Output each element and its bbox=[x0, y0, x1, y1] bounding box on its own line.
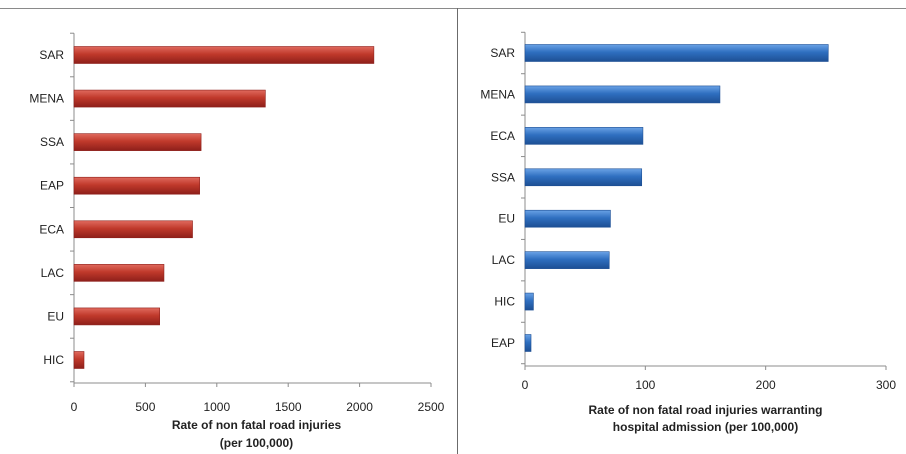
top-border-line bbox=[0, 8, 906, 9]
x-tick-label: 0 bbox=[71, 400, 78, 414]
bar-sar bbox=[524, 44, 829, 62]
bar-sar bbox=[73, 46, 375, 64]
bar-eca bbox=[524, 127, 644, 145]
bar-ssa bbox=[73, 133, 202, 151]
category-label-eap: EAP bbox=[491, 336, 515, 350]
category-label-lac: LAC bbox=[41, 266, 65, 280]
x-tick-label: 500 bbox=[135, 400, 155, 414]
bar-eu bbox=[524, 209, 611, 228]
bar-hic bbox=[73, 351, 85, 369]
bar-lac bbox=[524, 251, 610, 269]
category-label-ssa: SSA bbox=[40, 135, 64, 149]
category-label-eap: EAP bbox=[40, 179, 64, 193]
x-tick-label: 1000 bbox=[203, 400, 230, 414]
category-label-sar: SAR bbox=[490, 46, 515, 60]
category-label-hic: HIC bbox=[494, 295, 515, 309]
x-tick-label: 0 bbox=[522, 378, 529, 392]
bar-mena bbox=[524, 85, 721, 104]
category-label-eu: EU bbox=[498, 212, 515, 226]
category-label-ssa: SSA bbox=[491, 170, 515, 184]
left-chart-panel: SAR MENA SSA EAP ECA LAC EU HIC 0 500 1000 1500 2000… bbox=[29, 32, 445, 450]
right-bar-chart: SAR MENA ECA SSA EU LAC HIC EAP 0 100 200 300 Rate o… bbox=[480, 31, 896, 434]
category-label-mena: MENA bbox=[29, 92, 64, 106]
bar-eu bbox=[73, 307, 160, 326]
right-chart-panel: SAR MENA ECA SSA EU LAC HIC EAP 0 100 200 300 Rate o… bbox=[458, 0, 906, 454]
category-label-hic: HIC bbox=[43, 353, 64, 367]
bar-mena bbox=[73, 89, 266, 108]
category-label-mena: MENA bbox=[480, 87, 515, 101]
category-label-sar: SAR bbox=[39, 48, 64, 62]
category-label-eca: ECA bbox=[490, 129, 515, 143]
category-label-eu: EU bbox=[47, 309, 64, 323]
x-axis-title-line-1: Rate of non fatal road injuries bbox=[172, 418, 342, 432]
x-axis-title-line-2: (per 100,000) bbox=[220, 436, 293, 450]
x-tick-label: 2500 bbox=[418, 400, 445, 414]
x-tick-label: 300 bbox=[876, 378, 896, 392]
left-bar-chart: SAR MENA SSA EAP ECA LAC EU HIC 0 500 1000 1500 2000… bbox=[29, 32, 445, 450]
x-axis-title-line-2: hospital admission (per 100,000) bbox=[613, 420, 798, 434]
bar-lac bbox=[73, 264, 165, 282]
bar-eca bbox=[73, 220, 193, 239]
bar-eap bbox=[524, 334, 532, 352]
x-axis-title-line-1: Rate of non fatal road injuries warranti… bbox=[588, 403, 822, 417]
panel-divider bbox=[457, 8, 458, 454]
x-tick-label: 1500 bbox=[275, 400, 302, 414]
bar-eap bbox=[73, 176, 200, 195]
bar-hic bbox=[524, 292, 534, 311]
category-label-eca: ECA bbox=[39, 222, 64, 236]
x-tick-label: 100 bbox=[635, 378, 655, 392]
x-tick-label: 2000 bbox=[346, 400, 373, 414]
x-tick-label: 200 bbox=[756, 378, 776, 392]
bar-ssa bbox=[524, 168, 643, 187]
category-label-lac: LAC bbox=[492, 253, 516, 267]
